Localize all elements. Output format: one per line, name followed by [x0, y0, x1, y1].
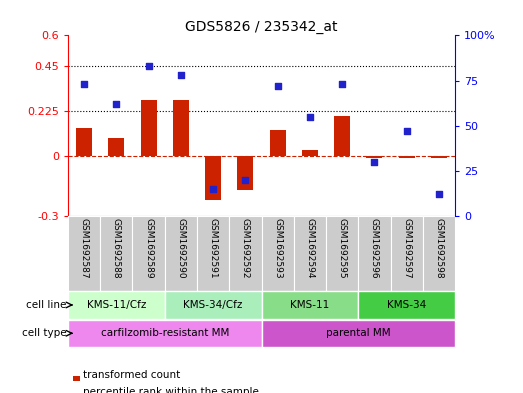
Point — [370, 159, 379, 165]
Text: transformed count: transformed count — [83, 370, 180, 380]
Text: KMS-34: KMS-34 — [387, 300, 426, 310]
Text: percentile rank within the sample: percentile rank within the sample — [83, 387, 258, 393]
Bar — [76, 128, 92, 156]
Point — [435, 191, 443, 198]
Text: GSM1692591: GSM1692591 — [209, 219, 218, 279]
Bar — [358, 291, 455, 319]
Text: GSM1692597: GSM1692597 — [402, 219, 411, 279]
Bar — [334, 116, 350, 156]
Text: GSM1692590: GSM1692590 — [176, 219, 185, 279]
Point — [112, 101, 120, 107]
Text: GSM1692595: GSM1692595 — [338, 219, 347, 279]
Text: GSM1692592: GSM1692592 — [241, 219, 250, 279]
Text: cell line: cell line — [26, 300, 66, 310]
Bar — [431, 156, 447, 158]
Point — [403, 128, 411, 134]
Text: carfilzomib-resistant MM: carfilzomib-resistant MM — [100, 328, 229, 338]
Bar — [132, 216, 165, 291]
Point — [80, 81, 88, 87]
Bar — [100, 216, 132, 291]
Text: GSM1692589: GSM1692589 — [144, 219, 153, 279]
Point — [338, 81, 346, 87]
Bar — [294, 216, 326, 291]
Bar — [165, 291, 262, 319]
Point — [305, 114, 314, 120]
Bar — [302, 150, 318, 156]
Point — [274, 83, 282, 89]
Bar — [173, 100, 189, 156]
Text: GSM1692588: GSM1692588 — [112, 219, 121, 279]
Bar — [262, 320, 455, 347]
Point — [209, 186, 218, 192]
Title: GDS5826 / 235342_at: GDS5826 / 235342_at — [185, 20, 338, 34]
Bar — [197, 216, 229, 291]
Bar — [229, 216, 262, 291]
Text: KMS-34/Cfz: KMS-34/Cfz — [184, 300, 243, 310]
Bar — [262, 291, 358, 319]
Text: GSM1692594: GSM1692594 — [305, 219, 314, 279]
Bar — [358, 216, 391, 291]
Text: GSM1692598: GSM1692598 — [435, 219, 444, 279]
Text: parental MM: parental MM — [326, 328, 391, 338]
Bar — [262, 216, 294, 291]
Bar — [326, 216, 358, 291]
Text: GSM1692596: GSM1692596 — [370, 219, 379, 279]
Text: cell type: cell type — [22, 328, 66, 338]
Bar — [269, 130, 286, 156]
Point — [241, 177, 249, 183]
Point — [177, 72, 185, 78]
Bar — [237, 156, 254, 190]
Text: GSM1692587: GSM1692587 — [79, 219, 88, 279]
Bar — [141, 100, 157, 156]
Bar — [391, 216, 423, 291]
Bar — [165, 216, 197, 291]
Bar — [68, 291, 165, 319]
Bar — [108, 138, 124, 156]
Bar — [366, 156, 382, 158]
Bar — [205, 156, 221, 200]
Text: GSM1692593: GSM1692593 — [273, 219, 282, 279]
Bar — [399, 156, 415, 158]
Text: KMS-11: KMS-11 — [290, 300, 329, 310]
Bar — [423, 216, 455, 291]
Bar — [68, 320, 262, 347]
Text: KMS-11/Cfz: KMS-11/Cfz — [87, 300, 146, 310]
Bar — [68, 216, 100, 291]
Point — [144, 63, 153, 69]
